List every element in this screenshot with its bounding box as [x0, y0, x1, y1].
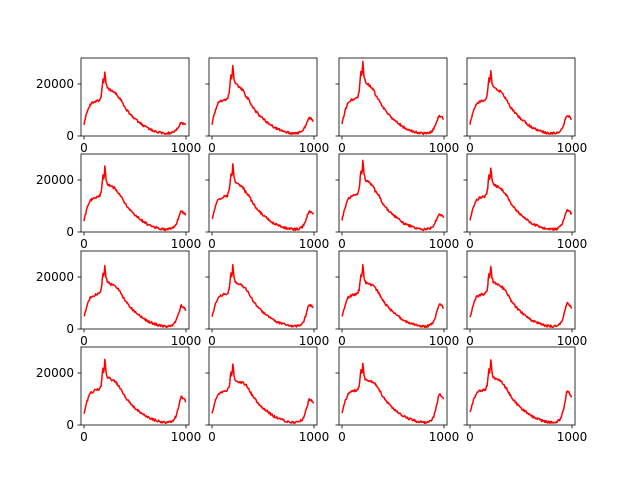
series-line	[469, 69, 573, 135]
y-tick-label: 20000	[36, 77, 74, 91]
x-tick-label: 1000	[171, 237, 202, 251]
panel-frame	[338, 346, 448, 426]
x-tick-label: 0	[208, 237, 216, 251]
x-tick-label: 1000	[299, 237, 330, 251]
x-tick-label: 0	[338, 334, 346, 348]
panel-r0-c2: 0 1000	[335, 57, 460, 155]
x-tick-label: 1000	[557, 237, 588, 251]
y-tick-label: 20000	[36, 366, 74, 380]
panel-frame	[466, 57, 576, 137]
panel-r3-c3: 0 1000	[463, 346, 588, 444]
y-tick-label: 20000	[36, 173, 74, 187]
panel-r2-c1: 0 1000	[205, 250, 330, 348]
series-line	[83, 358, 187, 425]
panel-frame	[338, 153, 448, 233]
panel-r1-c2: 0 1000	[335, 153, 460, 251]
series-line	[83, 71, 187, 135]
x-tick-label: 1000	[557, 430, 588, 444]
x-tick-label: 0	[80, 430, 88, 444]
panel-r2-c2: 0 1000	[335, 250, 460, 348]
panel-r3-c1: 0 1000	[205, 346, 330, 444]
x-tick-label: 0	[208, 334, 216, 348]
panel-frame	[208, 57, 318, 137]
series-line	[211, 263, 314, 328]
panel-frame	[466, 346, 576, 426]
panel-r1-c3: 0 1000	[463, 153, 588, 251]
panel-frame	[338, 57, 448, 137]
x-tick-label: 1000	[299, 430, 330, 444]
panel-frame	[80, 57, 190, 137]
series-line	[211, 163, 315, 232]
x-tick-label: 0	[80, 237, 88, 251]
series-line	[469, 167, 573, 231]
x-tick-label: 0	[338, 141, 346, 155]
panel-frame	[466, 250, 576, 330]
x-tick-label: 0	[80, 141, 88, 155]
x-tick-label: 1000	[429, 334, 460, 348]
series-line	[83, 264, 187, 329]
panel-r3-c2: 0 1000	[335, 346, 460, 444]
panel-frame	[80, 153, 190, 233]
series-line	[469, 265, 573, 329]
x-tick-label: 0	[466, 141, 474, 155]
series-line	[341, 362, 445, 425]
panel-r1-c1: 0 1000	[205, 153, 330, 251]
y-tick-label: 0	[66, 322, 74, 336]
panel-frame	[80, 250, 190, 330]
x-tick-label: 0	[338, 430, 346, 444]
x-tick-label: 0	[466, 237, 474, 251]
series-line	[211, 363, 315, 425]
x-tick-label: 1000	[429, 430, 460, 444]
series-line	[469, 359, 573, 424]
x-tick-label: 1000	[299, 141, 330, 155]
panel-frame	[80, 346, 190, 426]
panel-r2-c3: 0 1000	[463, 250, 588, 348]
x-tick-label: 1000	[299, 334, 330, 348]
panel-frame	[466, 153, 576, 233]
panel-frame	[208, 250, 318, 330]
series-line	[341, 159, 445, 232]
x-tick-label: 1000	[557, 334, 588, 348]
x-tick-label: 0	[80, 334, 88, 348]
y-tick-label: 0	[66, 225, 74, 239]
x-tick-label: 0	[208, 141, 216, 155]
x-tick-label: 1000	[171, 141, 202, 155]
y-tick-label: 0	[66, 129, 74, 143]
panel-frame	[208, 346, 318, 426]
panel-r0-c3: 0 1000	[463, 57, 588, 155]
x-tick-label: 0	[338, 237, 346, 251]
panel-frame	[208, 153, 318, 233]
series-line	[341, 60, 445, 136]
x-tick-label: 1000	[429, 237, 460, 251]
x-tick-label: 0	[466, 430, 474, 444]
x-tick-label: 1000	[171, 430, 202, 444]
series-line	[83, 165, 187, 232]
y-tick-label: 20000	[36, 270, 74, 284]
x-tick-label: 1000	[429, 141, 460, 155]
x-tick-label: 1000	[171, 334, 202, 348]
x-tick-label: 0	[466, 334, 474, 348]
y-tick-label: 0	[66, 418, 74, 432]
series-line	[211, 64, 314, 135]
x-tick-label: 1000	[557, 141, 588, 155]
panel-r0-c1: 0 1000	[205, 57, 330, 155]
x-tick-label: 0	[208, 430, 216, 444]
series-line	[341, 263, 445, 329]
panel-frame	[338, 250, 448, 330]
